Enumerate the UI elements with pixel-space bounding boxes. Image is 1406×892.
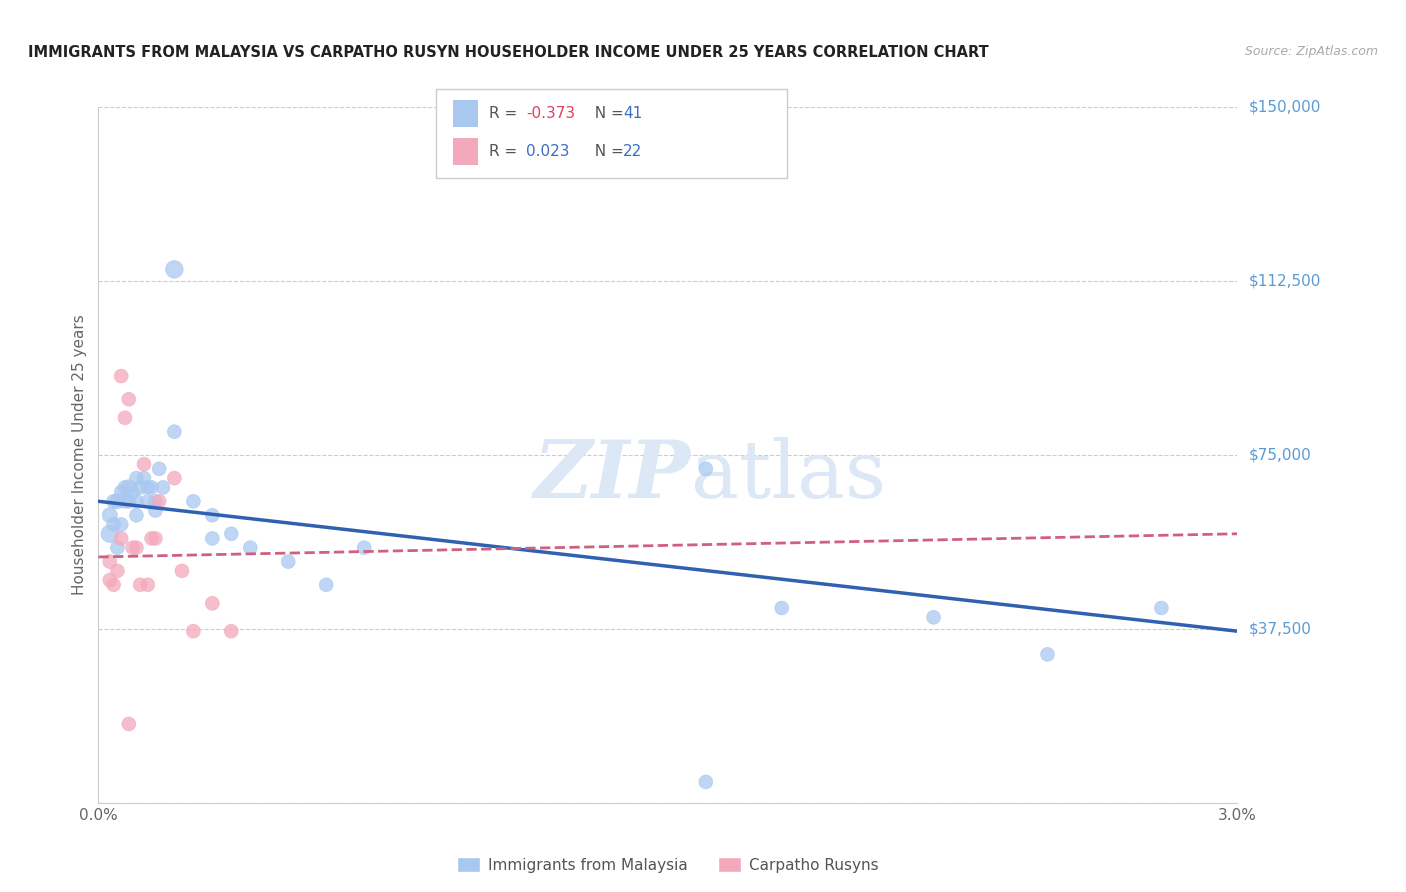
Point [125,471,148,485]
Point [141,532,163,546]
Point [125,541,148,555]
Point [98,508,121,523]
Point [770,601,793,615]
Point [1150,601,1173,615]
Point [136,578,159,592]
Point [277,555,299,569]
Point [107,564,129,578]
Text: 0.023: 0.023 [526,145,569,159]
Point [110,369,132,384]
Point [201,508,224,523]
Text: $75,000: $75,000 [1249,448,1312,462]
Point [114,494,136,508]
Text: 22: 22 [623,145,643,159]
Point [103,578,125,592]
Point [163,425,186,439]
Point [118,494,141,508]
Text: $150,000: $150,000 [1249,100,1320,114]
Text: atlas: atlas [690,437,886,515]
Point [136,480,159,494]
Point [170,564,193,578]
Point [125,508,148,523]
Point [118,717,141,731]
Point [118,480,141,494]
Point [145,494,167,508]
Point [695,462,717,476]
Point [98,526,121,541]
Point [163,262,186,277]
Point [125,494,148,508]
Point [107,494,129,508]
Point [103,517,125,532]
Point [114,480,136,494]
Point [152,480,174,494]
Point [132,471,155,485]
Point [145,503,167,517]
Point [315,578,337,592]
Point [221,624,243,639]
Point [201,596,224,610]
Point [129,480,152,494]
Point [148,462,170,476]
Text: Source: ZipAtlas.com: Source: ZipAtlas.com [1244,45,1378,58]
Point [922,610,945,624]
Text: -0.373: -0.373 [526,106,575,120]
Point [98,573,121,587]
Point [221,526,243,541]
Text: $37,500: $37,500 [1249,622,1312,636]
Text: N =: N = [585,145,628,159]
Text: R =: R = [489,106,523,120]
Point [163,471,186,485]
Point [98,555,121,569]
Legend: Immigrants from Malaysia, Carpatho Rusyns: Immigrants from Malaysia, Carpatho Rusyn… [451,850,884,879]
Point [110,532,132,546]
Point [132,457,155,471]
Text: R =: R = [489,145,527,159]
Point [148,494,170,508]
Point [118,392,141,407]
Point [129,578,152,592]
Point [136,494,159,508]
Point [141,480,163,494]
Point [695,775,717,789]
Y-axis label: Householder Income Under 25 years: Householder Income Under 25 years [72,315,87,595]
Point [239,541,262,555]
Point [145,532,167,546]
Point [103,494,125,508]
Point [1036,648,1059,662]
Point [107,541,129,555]
Text: $112,500: $112,500 [1249,274,1320,288]
Point [121,541,143,555]
Point [183,494,205,508]
Point [183,624,205,639]
Point [114,410,136,425]
Point [121,485,143,500]
Text: ZIP: ZIP [534,437,690,515]
Point [110,517,132,532]
Point [201,532,224,546]
Text: 41: 41 [623,106,643,120]
Point [353,541,375,555]
Point [110,485,132,500]
Text: N =: N = [585,106,628,120]
Text: IMMIGRANTS FROM MALAYSIA VS CARPATHO RUSYN HOUSEHOLDER INCOME UNDER 25 YEARS COR: IMMIGRANTS FROM MALAYSIA VS CARPATHO RUS… [28,45,988,60]
